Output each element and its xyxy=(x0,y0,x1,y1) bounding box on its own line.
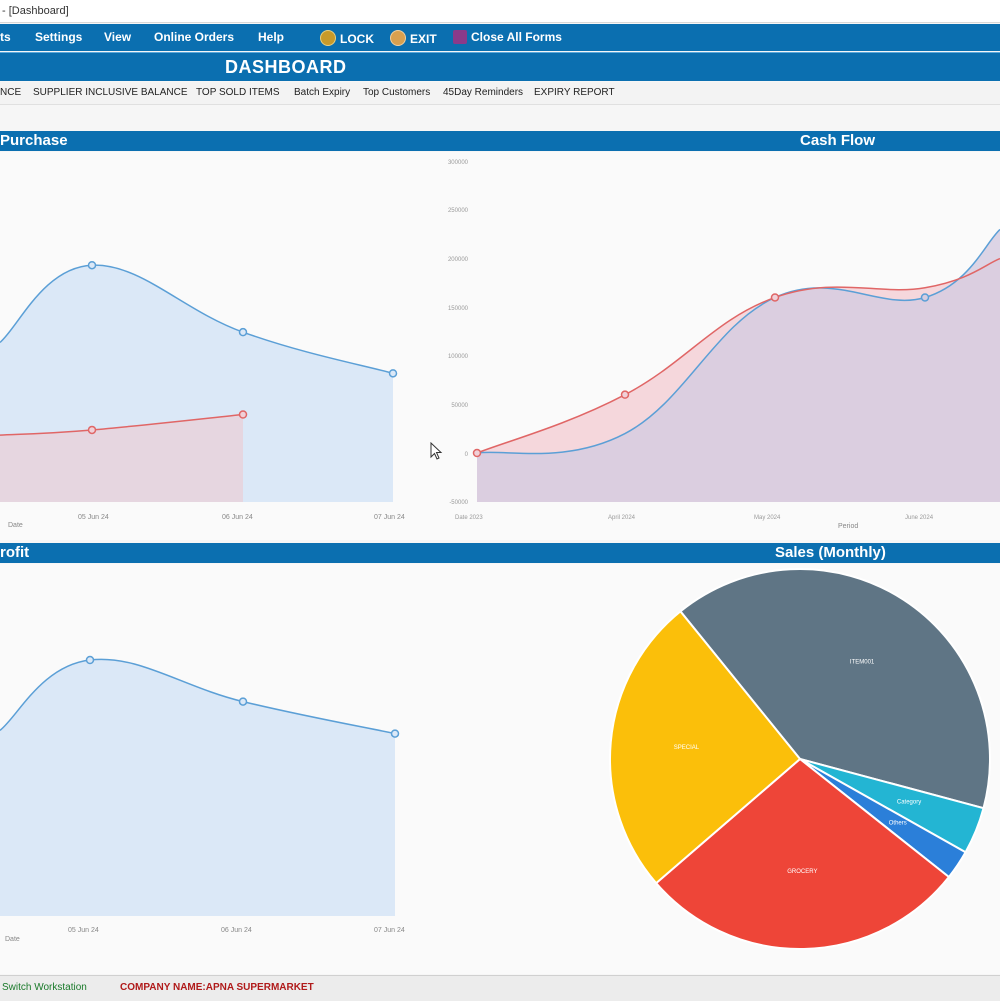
profit-x-tick: 06 Jun 24 xyxy=(221,927,252,934)
cash-flow-y-tick: 200000 xyxy=(448,257,469,263)
purchase-point xyxy=(388,369,398,378)
cash-flow-x-tick: Date 2023 xyxy=(455,515,483,521)
menu-view[interactable]: View xyxy=(104,30,132,44)
profit-x-tick: 07 Jun 24 xyxy=(374,927,405,934)
cash-flow-point xyxy=(770,293,780,302)
cash-flow-x-tick: May 2024 xyxy=(754,515,781,521)
lock-button[interactable]: LOCK xyxy=(320,30,374,46)
cash-flow-y-tick: 150000 xyxy=(448,306,469,312)
profit-chart: Date 05 Jun 24 06 Jun 24 07 Jun 24 xyxy=(0,655,405,943)
exit-button[interactable]: EXIT xyxy=(390,30,437,46)
purchase-x-tick: 07 Jun 24 xyxy=(374,514,405,521)
top-section-header: Purchase Cash Flow xyxy=(0,131,1000,151)
profit-chart-panel: Date 05 Jun 24 06 Jun 24 07 Jun 24 xyxy=(0,564,560,974)
sales-pie-chart: ITEM001 Category Others GROCERY SPECIAL xyxy=(609,568,991,950)
menu-bar: ts Settings View Online Orders Help LOCK… xyxy=(0,24,1000,51)
cash-flow-point xyxy=(920,293,930,302)
purchase-series-1-line xyxy=(0,264,394,375)
mouse-cursor-icon xyxy=(430,442,443,460)
cash-flow-y-tick: -50000 xyxy=(449,500,468,506)
purchase-chart: Date 05 Jun 24 06 Jun 24 07 Jun 24 xyxy=(0,260,405,529)
purchase-series-2-line xyxy=(0,413,244,436)
profit-x-tick: 05 Jun 24 xyxy=(68,927,99,934)
switch-workstation-label[interactable]: Switch Workstation xyxy=(2,982,87,993)
cash-flow-x-tick: June 2024 xyxy=(905,515,934,521)
close-forms-icon xyxy=(453,30,467,44)
pie-label: GROCERY xyxy=(787,869,817,875)
profit-series-area xyxy=(0,659,395,916)
purchase-series-2-area xyxy=(0,414,243,502)
exit-icon xyxy=(390,30,406,46)
profit-title: rofit xyxy=(0,544,30,561)
pie-slice-item001 xyxy=(679,568,991,810)
purchase-x-axis-label: Date xyxy=(8,522,23,529)
lock-label: LOCK xyxy=(340,32,374,46)
cash-flow-series-2-line xyxy=(476,257,1000,454)
pie-label: Category xyxy=(897,800,921,806)
cash-flow-x-tick: April 2024 xyxy=(608,515,636,521)
purchase-x-tick: 05 Jun 24 xyxy=(78,514,109,521)
exit-label: EXIT xyxy=(410,32,437,46)
purchase-point xyxy=(238,327,248,337)
menu-settings[interactable]: Settings xyxy=(35,30,83,44)
pie-label: Others xyxy=(889,821,907,827)
tab-45day-reminders[interactable]: 45Day Reminders xyxy=(443,87,524,98)
menu-online-orders[interactable]: Online Orders xyxy=(154,30,235,44)
menu-reports[interactable]: ts xyxy=(0,30,11,44)
cash-flow-point xyxy=(620,390,630,399)
profit-point xyxy=(85,655,95,665)
sales-monthly-title: Sales (Monthly) xyxy=(775,544,886,561)
profit-point xyxy=(390,729,400,738)
cash-flow-point xyxy=(472,448,482,458)
cash-flow-title: Cash Flow xyxy=(800,132,876,149)
window-title: - [Dashboard] xyxy=(2,5,69,17)
tab-top-sold-items[interactable]: TOP SOLD ITEMS xyxy=(196,87,280,98)
cash-flow-x-axis-label: Period xyxy=(838,523,858,530)
dashboard-header: DASHBOARD xyxy=(0,52,1000,81)
tab-expiry-report[interactable]: EXPIRY REPORT xyxy=(534,87,615,98)
company-name-label: COMPANY NAME:APNA SUPERMARKET xyxy=(120,982,314,993)
cash-flow-y-tick: 100000 xyxy=(448,354,469,360)
purchase-x-tick: 06 Jun 24 xyxy=(222,514,253,521)
cash-flow-y-tick: 300000 xyxy=(448,160,469,166)
dashboard-title: DASHBOARD xyxy=(225,57,347,77)
purchase-point xyxy=(87,425,97,435)
profit-point xyxy=(238,697,248,706)
purchase-point xyxy=(238,410,248,419)
purchase-chart-panel: Date 05 Jun 24 06 Jun 24 07 Jun 24 xyxy=(0,152,420,540)
bottom-section-header: rofit Sales (Monthly) xyxy=(0,543,1000,563)
close-all-label: Close All Forms xyxy=(471,30,562,44)
tab-balance[interactable]: NCE xyxy=(0,87,22,98)
cash-flow-y-tick: 250000 xyxy=(448,208,469,214)
report-tabs: NCE SUPPLIER INCLUSIVE BALANCE TOP SOLD … xyxy=(0,82,1000,105)
menu-help[interactable]: Help xyxy=(258,30,285,44)
cash-flow-chart-panel: -50000 0 50000 100000 150000 200000 2500… xyxy=(420,152,1000,540)
sales-pie-panel: ITEM001 Category Others GROCERY SPECIAL xyxy=(560,564,1000,974)
profit-x-axis-label: Date xyxy=(5,936,20,943)
cash-flow-series-1-line xyxy=(476,228,1000,455)
profit-series-line xyxy=(0,658,396,735)
pie-label: ITEM001 xyxy=(850,659,875,665)
cash-flow-y-tick: 50000 xyxy=(451,403,468,409)
cash-flow-y-tick: 0 xyxy=(465,452,469,458)
tab-supplier-balance[interactable]: SUPPLIER INCLUSIVE BALANCE xyxy=(33,87,188,98)
pie-slice-grocery xyxy=(654,757,951,950)
window-titlebar: - [Dashboard] xyxy=(0,0,1000,23)
pie-slice-special xyxy=(609,609,802,885)
pie-label: SPECIAL xyxy=(674,745,700,751)
purchase-title: Purchase xyxy=(0,132,68,149)
purchase-point xyxy=(87,260,97,270)
cash-flow-series-1-area xyxy=(477,229,1000,502)
lock-icon xyxy=(320,30,336,46)
close-all-forms-button[interactable]: Close All Forms xyxy=(453,30,562,44)
cash-flow-chart: -50000 0 50000 100000 150000 200000 2500… xyxy=(448,160,1000,530)
status-bar: Switch Workstation COMPANY NAME:APNA SUP… xyxy=(0,975,1000,1001)
tab-top-customers[interactable]: Top Customers xyxy=(363,87,431,98)
tab-batch-expiry[interactable]: Batch Expiry xyxy=(294,87,351,98)
